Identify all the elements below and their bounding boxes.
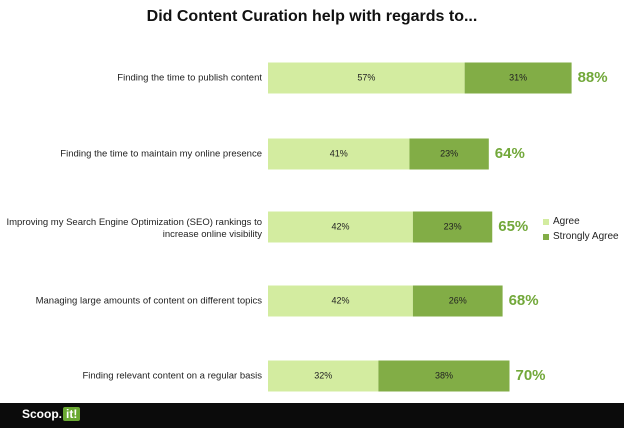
total-label: 68% <box>509 292 539 309</box>
scoopit-logo: Scoop. it! <box>22 407 81 421</box>
bar-agree <box>268 360 379 392</box>
legend: Agree Strongly Agree <box>543 214 619 244</box>
data-label: 32% <box>314 370 332 380</box>
chart-title: Did Content Curation help with regards t… <box>146 8 478 25</box>
legend-swatch-agree <box>543 218 549 225</box>
total-label: 88% <box>578 69 608 86</box>
data-label: 42% <box>331 295 349 305</box>
legend-label-agree: Agree <box>553 216 580 227</box>
data-label: 41% <box>330 148 348 158</box>
data-label: 26% <box>449 295 467 305</box>
bar-agree <box>268 285 413 317</box>
data-label: 31% <box>509 72 527 82</box>
data-label: 57% <box>357 72 375 82</box>
bar-agree <box>268 211 413 243</box>
category-label: Managing large amounts of content on dif… <box>36 296 263 307</box>
legend-item-strongly-agree: Strongly Agree <box>543 229 619 244</box>
logo-text: Scoop. <box>22 407 63 421</box>
category-label: Finding the time to maintain my online p… <box>60 149 262 160</box>
total-label: 70% <box>516 367 546 384</box>
data-label: 42% <box>331 221 349 231</box>
bar-strongly-agree <box>412 285 503 317</box>
data-label: 23% <box>444 221 462 231</box>
stacked-bar-chart: Finding the time to publish content 57% 31… <box>6 62 608 392</box>
bar-strongly-agree <box>409 138 489 170</box>
bar-agree <box>268 138 410 170</box>
data-label: 38% <box>435 370 453 380</box>
bar-strongly-agree <box>412 211 493 243</box>
bar-agree <box>268 62 465 94</box>
category-label: Improving my Search Engine Optimization … <box>6 217 262 240</box>
data-label: 23% <box>440 148 458 158</box>
total-label: 64% <box>495 145 525 162</box>
category-label: Finding relevant content on a regular ba… <box>82 371 262 382</box>
bar-strongly-agree <box>378 360 510 392</box>
bar-strongly-agree <box>464 62 572 94</box>
category-label: Finding the time to publish content <box>117 73 262 84</box>
legend-swatch-strongly-agree <box>543 233 549 240</box>
legend-item-agree: Agree <box>543 214 619 229</box>
total-label: 65% <box>498 218 528 235</box>
legend-label-strongly-agree: Strongly Agree <box>553 231 619 242</box>
footer-bar: Scoop. it! <box>0 403 624 428</box>
logo-badge: it! <box>63 407 81 421</box>
